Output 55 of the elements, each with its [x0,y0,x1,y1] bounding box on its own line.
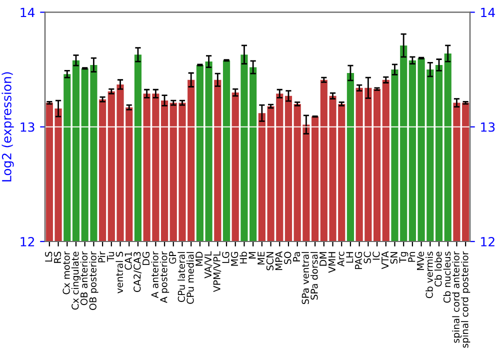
y2-tick-label: 13 [481,122,495,132]
x-tick-label: Pn [408,252,416,262]
x-tick-label: SC [364,252,371,264]
x-tick-label: VA/VL [204,251,212,278]
y-tick-label: 12 [20,236,34,246]
x-tick-label: Cb lobe [434,252,442,286]
y-tick-label: 14 [20,8,35,17]
x-tick-label: SO [284,252,292,264]
x-tick-label: Cx cingulate [71,252,81,310]
x-tick-label: SN [390,252,398,264]
x-tick-label: RS [54,252,62,263]
x-tick-label: SPa dorsal [310,252,318,300]
x-tick-label: SCN [266,252,274,270]
x-tick-label: Pa [293,252,300,262]
x-tick-label: Tg [399,252,408,264]
x-tick-label: VPM/VPL [213,251,222,292]
x-tick-label: DG [142,252,150,265]
x-tick-label: VMH [328,252,336,273]
x-tick-label: Cb vermis [426,252,433,298]
x-tick-label: Hb [240,252,247,264]
x-tick-label: CA2/CA3 [134,252,142,292]
x-tick-label: GP [168,252,176,264]
x-tick-label: M [248,252,256,258]
x-tick-label: MVe [417,252,424,270]
x-tick-label: VTA [382,251,388,270]
x-tick-label: LS [45,252,52,262]
x-tick-label: CA1 [124,252,132,270]
x-tick-label: Arc [337,252,344,266]
x-tick-label: Pir [98,251,106,262]
x-tick-label: spinal cord anterior [452,251,462,343]
x-tick-label: MD [196,252,203,266]
x-tick-label: IC [372,252,380,260]
x-tick-label: SPa ventral [302,252,309,304]
x-tick-label: LH [346,252,354,263]
x-tick-label: ventral S [116,252,123,294]
y-axis-title: Log2 (expression) [2,72,14,182]
x-tick-label: CPu medial [186,252,194,304]
x-tick-label: A posterior [160,251,170,303]
y-tick-label: 13 [20,122,34,132]
y2-tick-label: 14 [481,8,495,17]
x-tick-label: A anterior [151,251,158,298]
x-tick-label: MG [230,252,238,266]
x-tick-label: Tu [107,252,114,262]
x-tick-label: PAG [354,252,362,269]
x-tick-label: MPA [275,251,282,270]
x-tick-label: LG [222,252,230,263]
x-tick-label: Cx motor [62,251,70,294]
x-tick-label: DM [320,252,327,266]
x-tick-label: ME [258,252,265,264]
y2-tick-label: 12 [481,236,494,246]
x-tick-label: spinal cord posterior [461,251,470,348]
x-tick-label: CPu lateral [178,252,185,302]
x-tick-label: Cb nucleus [443,252,451,303]
x-tick-label: OB posterior [89,251,98,310]
x-tick-label: OB anterior [80,251,88,306]
